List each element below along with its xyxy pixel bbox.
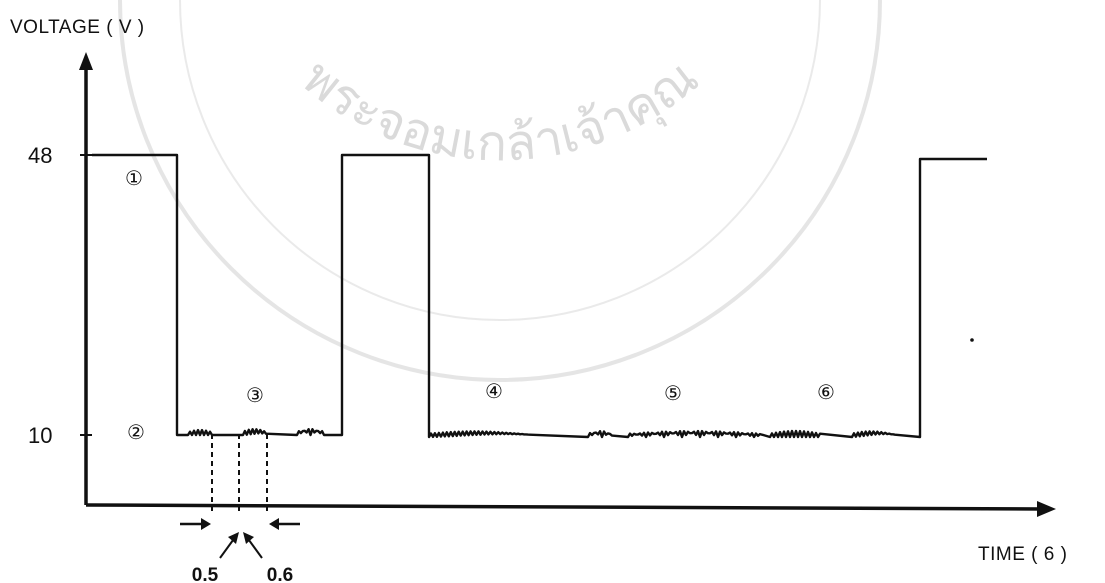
stage-marker-4: ④ <box>485 381 503 403</box>
voltage-waveform <box>92 153 987 439</box>
speck-dot <box>970 338 974 342</box>
y-tick-label: 48 <box>28 143 52 168</box>
watermark-arc-outer <box>118 0 882 382</box>
stage-marker-6: ⑥ <box>817 382 835 404</box>
x-axis <box>85 503 1043 511</box>
x-axis-arrow <box>1037 501 1056 517</box>
axes <box>79 52 1056 517</box>
stage-marker-group: ① ② ③ ④ ⑤ ⑥ <box>125 168 835 444</box>
stage-marker-3: ③ <box>246 385 264 407</box>
dim-pointer-1-head <box>228 532 239 544</box>
y-tick-group: 48 10 <box>28 143 92 448</box>
dim-pointer-2-head <box>243 532 254 544</box>
y-axis-label: VOLTAGE ( V ) <box>10 17 145 38</box>
dim-label-0-5: 0.5 <box>192 565 219 583</box>
stage-marker-1: ① <box>125 168 143 190</box>
stage-marker-2: ② <box>127 422 145 444</box>
dim-label-0-6: 0.6 <box>267 565 293 583</box>
watermark-arc-inner <box>179 0 821 321</box>
dim-arrowhead-right <box>269 518 279 530</box>
y-tick-label: 10 <box>28 423 52 448</box>
x-axis-label: TIME ( 6 ) <box>978 544 1067 565</box>
dim-arrowhead-left <box>201 518 211 530</box>
dimension-annotation <box>180 434 300 559</box>
y-axis-arrow <box>79 52 93 70</box>
watermark-text: พระจอมเกล้าเจ้าคุณ <box>292 48 708 171</box>
watermark-seal: พระจอมเกล้าเจ้าคุณ <box>118 0 882 382</box>
stage-marker-5: ⑤ <box>664 383 682 405</box>
